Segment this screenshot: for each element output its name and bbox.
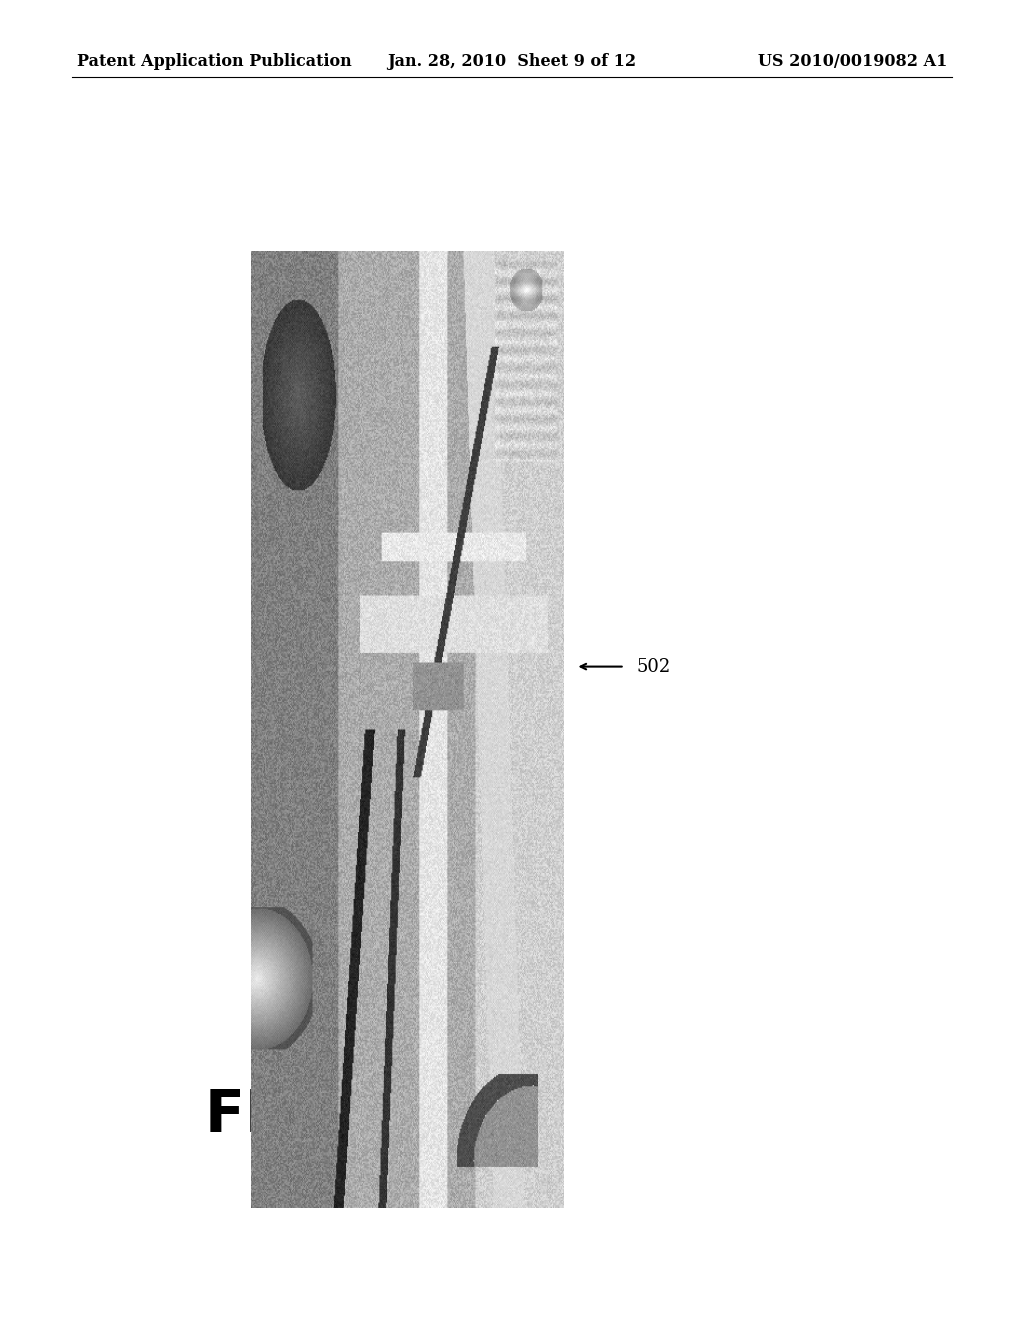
- Text: 1010: 1010: [316, 694, 329, 729]
- Text: US 2010/0019082 A1: US 2010/0019082 A1: [758, 53, 947, 70]
- Text: 502: 502: [637, 657, 671, 676]
- Text: 1012: 1012: [516, 379, 529, 413]
- Text: 1008: 1008: [394, 523, 408, 557]
- Text: Patent Application Publication: Patent Application Publication: [77, 53, 351, 70]
- Text: Jan. 28, 2010  Sheet 9 of 12: Jan. 28, 2010 Sheet 9 of 12: [387, 53, 637, 70]
- Text: FIG. 10: FIG. 10: [205, 1086, 438, 1144]
